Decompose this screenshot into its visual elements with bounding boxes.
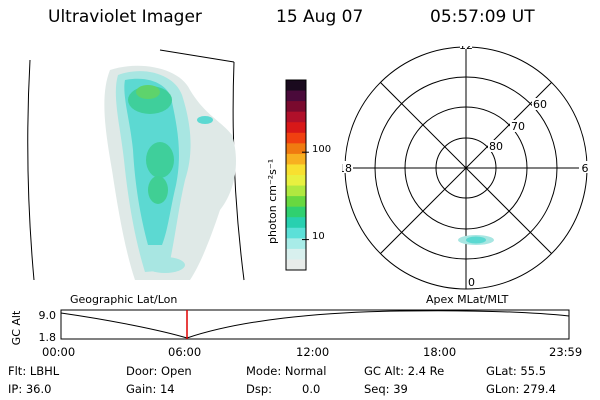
timeline-right-label: Apex MLat/MLT bbox=[426, 293, 509, 306]
colorbar-segment bbox=[286, 227, 306, 239]
timeline-xtick-2359: 23:59 bbox=[549, 345, 583, 359]
geographic-image-panel bbox=[27, 49, 245, 281]
timeline-left-label: Geographic Lat/Lon bbox=[70, 293, 178, 306]
colorbar-segment bbox=[286, 196, 306, 208]
info-mode: Mode: Normal bbox=[246, 364, 327, 378]
instrument-title: Ultraviolet Imager bbox=[48, 7, 202, 27]
altitude-curve bbox=[60, 310, 570, 339]
info-filter: Flt: LBHL bbox=[8, 364, 60, 378]
aurora-emission-blob bbox=[104, 65, 236, 280]
polar-plot: 12 18 6 0 60 70 80 bbox=[342, 46, 592, 290]
timeline-xtick-1200: 12:00 bbox=[296, 345, 330, 359]
colorbar-tick-10: 10 bbox=[312, 231, 325, 242]
colorbar-tick-100: 100 bbox=[312, 144, 331, 155]
info-door: Door: Open bbox=[126, 364, 192, 378]
polar-lat-60: 60 bbox=[533, 98, 547, 111]
info-gain: Gain: 14 bbox=[126, 382, 175, 396]
altitude-timeline: GC Alt 9.0 1.8 bbox=[10, 309, 570, 345]
colorbar-segment bbox=[286, 80, 306, 92]
colorbar-segment bbox=[286, 206, 306, 218]
info-dsp-label: Dsp: bbox=[246, 382, 273, 396]
timeline-xtick-1800: 18:00 bbox=[423, 345, 457, 359]
info-glat: GLat: 55.5 bbox=[486, 364, 547, 378]
polar-lat-70: 70 bbox=[511, 120, 525, 133]
colorbar-segment bbox=[286, 153, 306, 165]
polar-lat-80: 80 bbox=[489, 140, 503, 153]
colorbar-scale bbox=[285, 79, 309, 271]
timeline-xtick-0600: 06:00 bbox=[168, 345, 202, 359]
colorbar-segment bbox=[286, 259, 306, 271]
colorbar-segment bbox=[286, 122, 306, 134]
polar-label-6: 6 bbox=[582, 162, 589, 175]
colorbar-segment bbox=[286, 90, 306, 102]
info-glon: GLon: 279.4 bbox=[486, 382, 556, 396]
info-dsp-value: 0.0 bbox=[302, 382, 321, 396]
colorbar-frame bbox=[285, 79, 307, 271]
info-seq: Seq: 39 bbox=[364, 382, 408, 396]
panel-top-boundary bbox=[159, 49, 235, 63]
info-ip: IP: 36.0 bbox=[8, 382, 52, 396]
timeline-ytick-bottom: 1.8 bbox=[39, 331, 57, 344]
colorbar-segment bbox=[286, 111, 306, 123]
info-gc-alt: GC Alt: 2.4 Re bbox=[364, 364, 445, 378]
colorbar-segment bbox=[286, 164, 306, 176]
time-label: 05:57:09 UT bbox=[430, 7, 535, 27]
colorbar-segment bbox=[286, 101, 306, 113]
polar-emission bbox=[458, 235, 494, 245]
polar-label-18: 18 bbox=[342, 162, 352, 175]
colorbar-segment bbox=[286, 175, 306, 187]
panel-left-boundary bbox=[27, 59, 35, 281]
timeline-xtick-0000: 00:00 bbox=[42, 345, 76, 359]
colorbar-segment bbox=[286, 217, 306, 229]
colorbar-unit-label: photon cm⁻²s⁻¹ bbox=[266, 159, 279, 244]
colorbar-segment bbox=[286, 132, 306, 144]
polar-label-12: 12 bbox=[459, 46, 473, 52]
timeline-ytick-top: 9.0 bbox=[39, 309, 57, 322]
polar-label-0: 0 bbox=[468, 276, 475, 289]
colorbar: photon cm⁻²s⁻¹ 100 10 bbox=[266, 79, 331, 271]
timeline-axis-title: GC Alt bbox=[10, 310, 23, 345]
timeline-frame bbox=[60, 309, 570, 340]
colorbar-segment bbox=[286, 143, 306, 155]
date-label: 15 Aug 07 bbox=[276, 7, 364, 27]
colorbar-segment bbox=[286, 248, 306, 260]
colorbar-segment bbox=[286, 238, 306, 250]
polar-axis-diag2 bbox=[380, 82, 552, 254]
colorbar-segment bbox=[286, 185, 306, 197]
